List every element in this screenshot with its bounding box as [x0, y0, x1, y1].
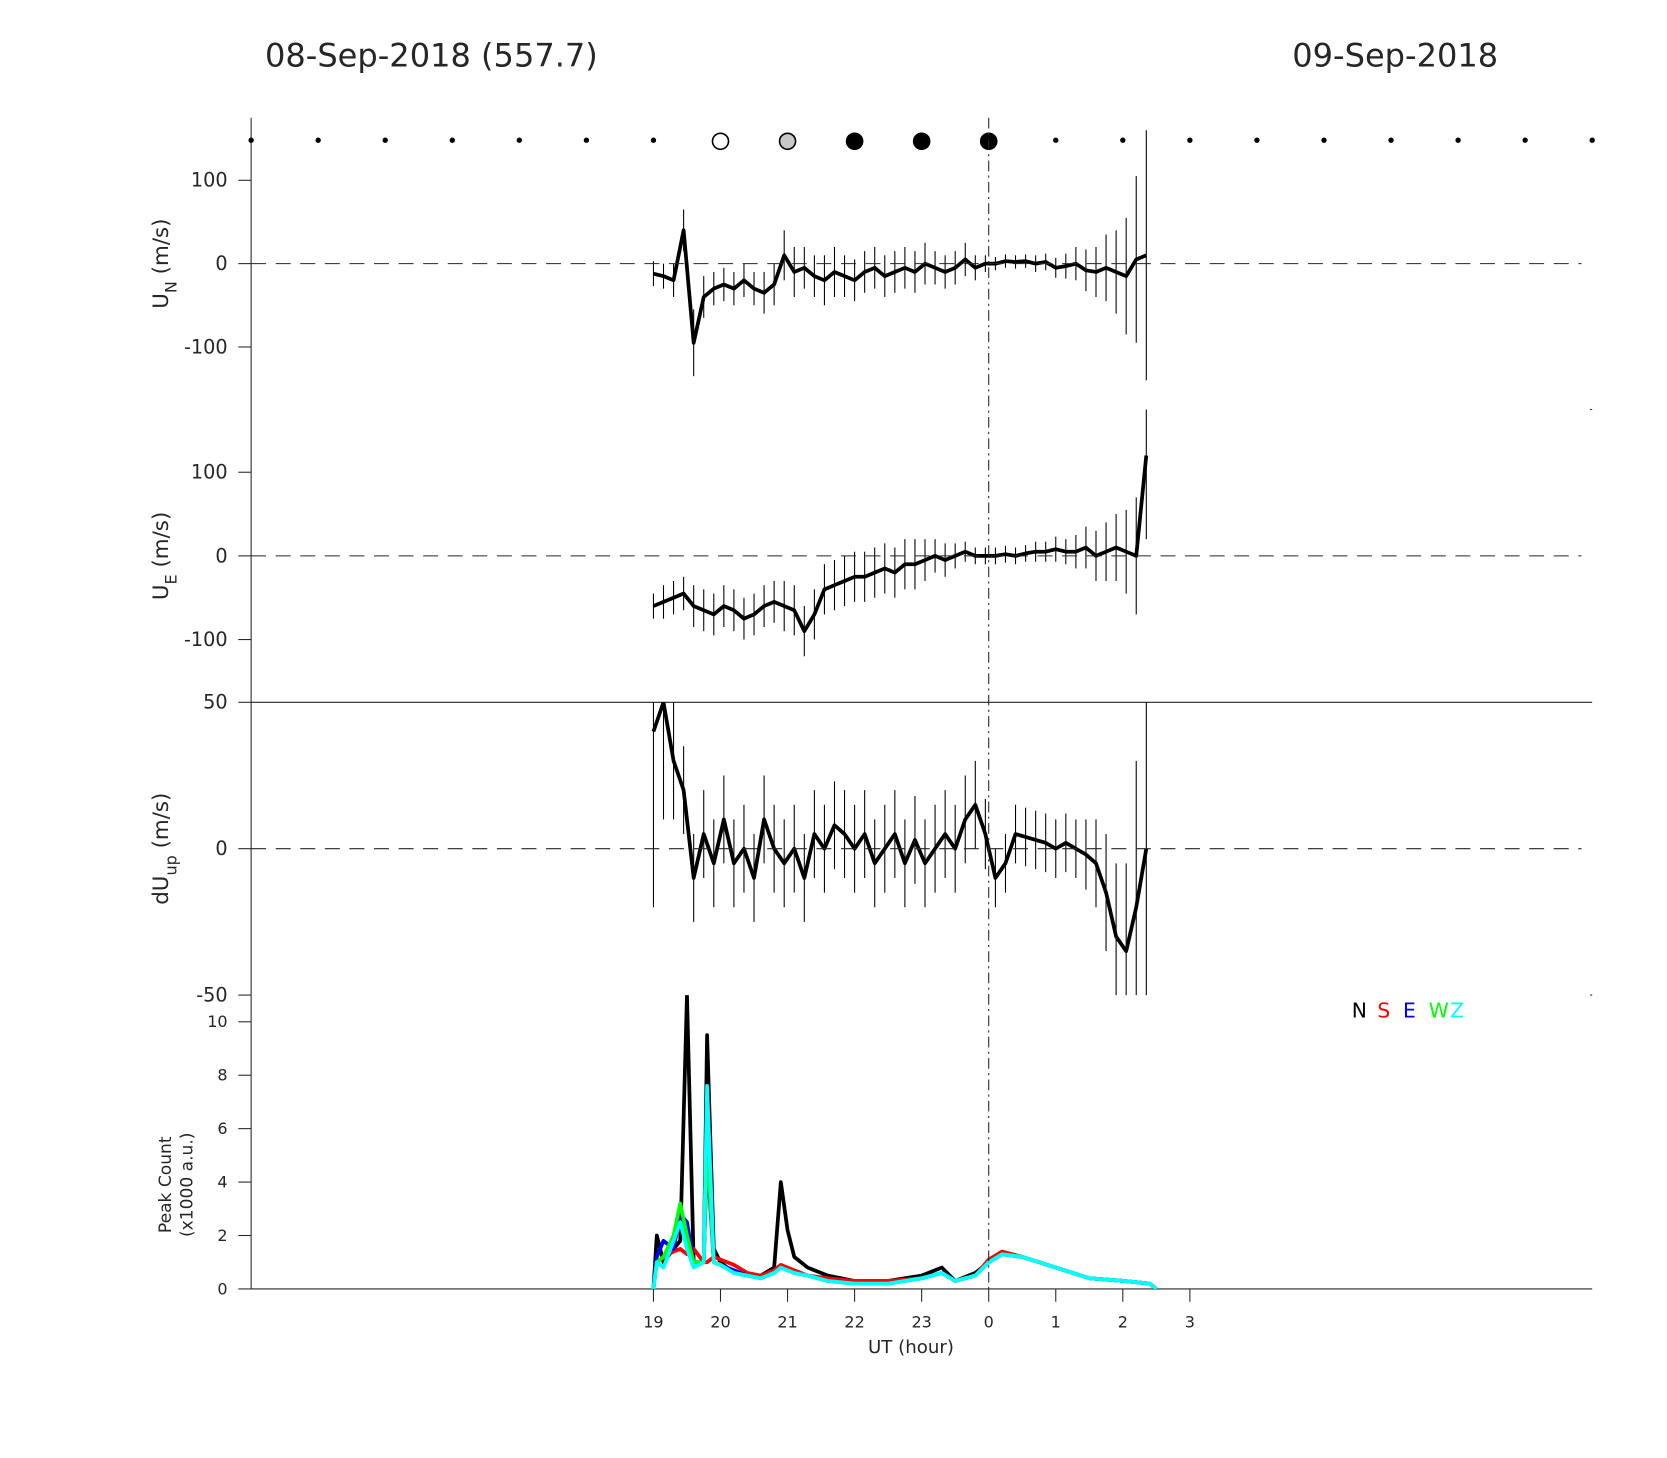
y-tick-label: 10	[207, 1012, 227, 1031]
y-tick-label: 0	[217, 1279, 227, 1298]
y-tick-label: 4	[217, 1172, 227, 1191]
x-tick-label: 22	[844, 1312, 864, 1331]
y-label-sub: N	[161, 281, 180, 293]
y-tick-label: 6	[217, 1119, 227, 1138]
hour-dot	[650, 137, 657, 143]
data-line	[652, 228, 1148, 345]
y-label-rest: (m/s)	[149, 512, 174, 575]
y-axis-label: Peak Count	[156, 1136, 176, 1233]
y-label-main: U	[149, 584, 174, 600]
hour-dot	[382, 137, 388, 143]
x-tick-label: 20	[710, 1312, 730, 1331]
sky-marker	[778, 132, 797, 151]
panel	[652, 409, 1149, 657]
data-line	[651, 995, 1158, 1289]
y-tick-label: 0	[215, 544, 227, 567]
y-axis-label: dUup (m/s)	[149, 793, 181, 905]
data-line	[651, 1084, 1158, 1289]
y-tick-label: 0	[215, 252, 227, 275]
legend-entry: Z	[1450, 999, 1464, 1023]
hour-dot	[516, 137, 523, 143]
legend-entry: S	[1377, 999, 1390, 1023]
y-tick-label: 100	[191, 461, 228, 484]
legend-entry: N	[1352, 999, 1367, 1023]
x-tick-label: 19	[643, 1312, 663, 1331]
panel	[651, 702, 1149, 996]
panel	[651, 995, 1158, 1289]
hour-dot	[1053, 137, 1059, 143]
title-right: 09-Sep-2018	[1292, 36, 1498, 74]
x-tick-label: 0	[984, 1312, 994, 1331]
y-label-main: U	[149, 293, 174, 309]
y-tick-label: -100	[184, 335, 228, 358]
x-tick-label: 1	[1051, 1312, 1061, 1331]
y-tick-label: 0	[215, 837, 227, 860]
sky-marker	[711, 132, 730, 151]
y-tick-label: 50	[203, 691, 227, 714]
hour-dot	[315, 137, 321, 143]
x-tick-label: 21	[777, 1312, 797, 1331]
y-axis-label: UN (m/s)	[149, 219, 181, 309]
y-label-rest: (m/s)	[149, 219, 174, 282]
x-tick-label: 2	[1118, 1312, 1128, 1331]
legend-entry: E	[1403, 999, 1416, 1023]
hour-dot	[1321, 137, 1327, 143]
hour-dot	[1455, 137, 1461, 143]
y-label-main: dU	[149, 876, 174, 905]
panel	[652, 130, 1148, 381]
hour-dot	[248, 137, 254, 143]
y-tick-label: 100	[191, 169, 228, 192]
y-axis-label: (x1000 a.u.)	[177, 1133, 197, 1237]
x-tick-label: 3	[1185, 1312, 1195, 1331]
legend-entry: W	[1429, 999, 1449, 1023]
hour-dot	[1388, 137, 1394, 143]
y-tick-label: 2	[217, 1226, 227, 1245]
hour-dot	[1589, 137, 1595, 143]
y-label-sub: up	[161, 855, 180, 875]
y-tick-label: -50	[196, 983, 227, 1006]
x-axis-label: UT (hour)	[868, 1337, 954, 1358]
data-line	[651, 702, 1149, 954]
hour-dot	[1120, 137, 1126, 143]
hour-dot	[1187, 137, 1193, 143]
sky-marker	[912, 132, 931, 151]
title-left: 08-Sep-2018 (557.7)	[265, 36, 598, 74]
y-axis-label: UE (m/s)	[149, 512, 181, 600]
hour-dot	[1522, 137, 1528, 143]
y-tick-label: -100	[184, 628, 228, 651]
hour-dot	[583, 137, 590, 143]
x-tick-label: 23	[911, 1312, 931, 1331]
sky-marker	[845, 132, 864, 151]
hour-dot	[1254, 137, 1260, 143]
y-tick-label: 8	[217, 1066, 227, 1085]
data-line	[652, 455, 1149, 634]
y-label-rest: (m/s)	[149, 793, 174, 856]
hour-dot	[449, 137, 455, 143]
y-label-sub: E	[161, 574, 180, 584]
